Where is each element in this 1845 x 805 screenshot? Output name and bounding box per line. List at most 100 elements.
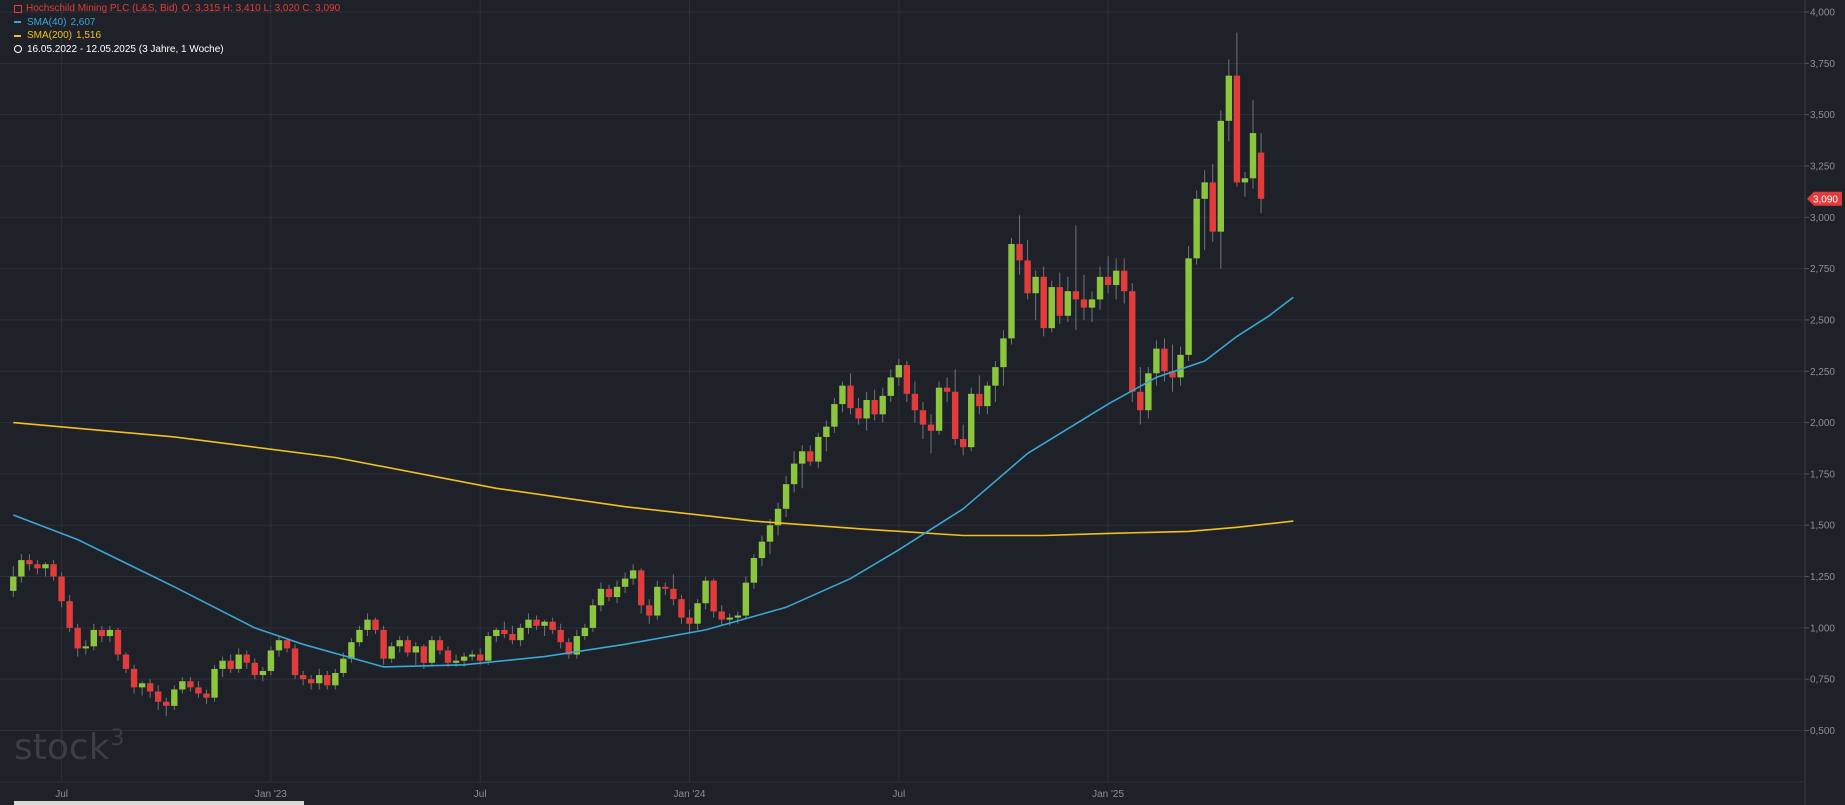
- candle: [638, 568, 645, 614]
- candle: [1241, 172, 1249, 197]
- candle-body: [960, 438, 967, 448]
- candle-body: [654, 586, 661, 616]
- sma40-line: [13, 296, 1294, 668]
- candle-body: [74, 627, 81, 649]
- candle: [1193, 190, 1200, 265]
- candle-body: [597, 588, 605, 606]
- candle: [589, 599, 597, 632]
- candle: [130, 664, 138, 694]
- candle-body: [1129, 291, 1136, 392]
- candle-body: [1233, 75, 1241, 183]
- y-tick-label: 3,500: [1810, 110, 1835, 121]
- candle: [613, 580, 621, 604]
- candle-body: [927, 424, 935, 431]
- candle-body: [243, 654, 250, 663]
- candle: [911, 381, 919, 423]
- candle-body: [879, 395, 886, 415]
- candle-body: [18, 560, 25, 577]
- last-price-badge: 3,090: [1807, 191, 1842, 206]
- y-tick-label: 3,750: [1810, 59, 1835, 70]
- candle-body: [227, 660, 234, 669]
- candle: [847, 373, 854, 415]
- candle: [187, 677, 194, 692]
- candle: [267, 646, 275, 676]
- candle-body: [919, 410, 927, 425]
- candle: [251, 658, 258, 680]
- candle-body: [283, 640, 291, 649]
- sma200-value: 1,516: [76, 30, 102, 41]
- candle-body: [734, 615, 741, 618]
- candle-body: [1121, 270, 1128, 292]
- candle: [976, 375, 983, 415]
- candle-body: [1056, 287, 1063, 316]
- candle-body: [1048, 287, 1055, 329]
- sma40-value: 2,607: [70, 16, 96, 28]
- candle: [58, 572, 65, 608]
- candle-body: [195, 687, 202, 694]
- y-tick-label: 1,000: [1810, 623, 1835, 634]
- candle: [195, 681, 202, 698]
- candle-body: [525, 619, 532, 628]
- candle: [98, 625, 106, 643]
- candle-body: [179, 681, 186, 690]
- candle: [782, 475, 790, 518]
- candle-body: [1225, 75, 1233, 121]
- candle-body: [549, 621, 556, 630]
- candle: [742, 576, 750, 620]
- candle: [871, 389, 878, 421]
- price-badge-shape: [1807, 191, 1842, 206]
- candle: [388, 642, 395, 663]
- candle-body: [621, 578, 629, 587]
- stock3-logo: stock3: [14, 726, 125, 768]
- candle-body: [935, 387, 943, 431]
- candle-body: [332, 673, 339, 686]
- candle: [1112, 258, 1120, 300]
- candle-body: [1145, 373, 1152, 411]
- candle-body: [163, 701, 170, 706]
- candle: [1217, 110, 1224, 269]
- candle: [299, 670, 307, 686]
- candle-body: [452, 660, 460, 663]
- candle-body: [774, 508, 782, 526]
- sma200-label: SMA(200): [27, 30, 73, 41]
- candle: [509, 625, 516, 645]
- candle: [581, 623, 589, 641]
- instrument-flag-icon: [14, 4, 22, 13]
- legend-range-row: 16.05.2022 - 12.05.2025 (3 Jahre, 1 Woch…: [14, 43, 340, 57]
- candle-body: [613, 586, 621, 598]
- candle-body: [1096, 276, 1104, 300]
- candle-body: [1064, 291, 1072, 316]
- candle: [380, 625, 387, 665]
- candle-body: [275, 640, 283, 651]
- candle: [533, 615, 540, 630]
- instrument-name: Hochschild Mining PLC (L&S, Bid): [26, 3, 178, 14]
- candle: [138, 681, 146, 696]
- candle-body: [1137, 391, 1144, 411]
- candle-body: [1112, 270, 1120, 286]
- candle-body: [501, 629, 508, 635]
- y-tick-label: 3,250: [1810, 161, 1835, 172]
- candle: [1137, 367, 1144, 425]
- candle-body: [1008, 243, 1015, 339]
- y-tick-label: 2,250: [1810, 367, 1835, 378]
- time-scrollbar[interactable]: [14, 801, 304, 805]
- y-tick-label: 1,750: [1810, 469, 1835, 480]
- candle-body: [517, 627, 524, 641]
- candle-body: [1209, 182, 1216, 232]
- candle: [670, 574, 677, 606]
- candle-body: [98, 629, 106, 637]
- candle: [557, 623, 564, 649]
- candle-body: [412, 646, 419, 653]
- candle: [1104, 256, 1112, 294]
- candle-body: [348, 642, 355, 659]
- candle: [444, 646, 452, 667]
- candle-body: [903, 365, 911, 394]
- candle-body: [1169, 371, 1176, 378]
- candle-body: [807, 451, 814, 462]
- candle-body: [444, 650, 452, 663]
- candle-body: [887, 377, 894, 396]
- candle-body: [1080, 299, 1088, 308]
- candle-body: [235, 654, 242, 669]
- y-tick-label: 2,000: [1810, 418, 1835, 429]
- candle-body: [678, 599, 685, 618]
